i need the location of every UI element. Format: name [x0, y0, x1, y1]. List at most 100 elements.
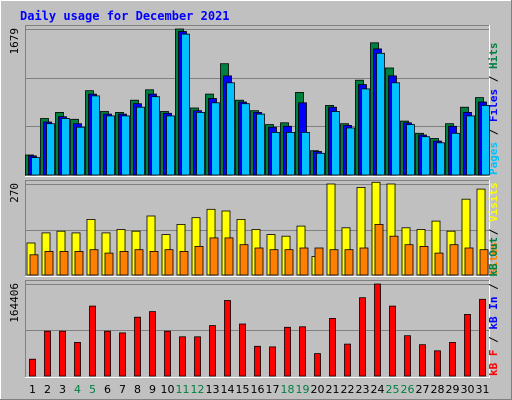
bar-pages — [241, 103, 250, 176]
bar-sites — [374, 223, 384, 276]
bar-sites — [404, 244, 414, 276]
side-legend: Pages / Files / Hits — [487, 43, 500, 176]
bar-kb-f — [434, 350, 441, 377]
bar-kb-f — [59, 330, 66, 377]
bar-sites — [314, 247, 324, 276]
x-tick-label: 5 — [89, 383, 96, 396]
x-tick-label: 27 — [416, 383, 430, 396]
panel-kbytes: 164406 kB F / kB In / kB Out — [8, 237, 500, 378]
bar-kb-f — [149, 311, 156, 377]
x-tick-label: 6 — [104, 383, 111, 396]
bar-kb-f — [104, 330, 111, 377]
bar-kb-f — [44, 330, 51, 377]
bar-sites — [149, 250, 159, 276]
bar-pages — [211, 102, 220, 176]
x-tick-label: 18 — [281, 383, 295, 396]
bar-sites — [74, 250, 84, 276]
bar-sites — [254, 247, 264, 276]
bar-pages — [466, 115, 475, 176]
bar-kb-f — [224, 300, 231, 377]
bar-kb-f — [89, 305, 96, 377]
bar-pages — [286, 131, 295, 176]
bar-pages — [346, 127, 355, 176]
bar-kb-f — [179, 336, 186, 377]
x-tick-label: 29 — [446, 383, 460, 396]
bar-sites — [449, 244, 459, 276]
bar-sites — [269, 249, 279, 276]
bar-pages — [46, 123, 55, 176]
legend-part: / — [487, 277, 500, 297]
x-tick-label: 26 — [401, 383, 415, 396]
panel-hits-files-pages: 1679 Pages / Files / Hits — [8, 25, 500, 177]
bar-sites — [239, 244, 249, 276]
legend-part: kB F — [487, 350, 500, 377]
bar-sites — [419, 245, 429, 276]
x-tick-label: 14 — [221, 383, 235, 396]
side-legend: Sites / Visits — [487, 182, 500, 275]
bar-sites — [209, 237, 219, 276]
bar-sites — [224, 237, 234, 276]
panel-visits-sites: 270 Sites / Visits — [8, 180, 500, 277]
bar-kb-f — [389, 305, 396, 377]
bar-pages — [361, 88, 370, 176]
legend-part: Visits — [487, 182, 500, 222]
legend-part: kB Out — [487, 237, 500, 277]
bar-kb-f — [464, 313, 471, 377]
legend-part: Files — [487, 89, 500, 122]
bar-sites — [464, 247, 474, 276]
bar-pages — [481, 105, 490, 176]
x-tick-label: 21 — [326, 383, 340, 396]
bar-sites — [479, 249, 489, 276]
bar-pages — [436, 142, 445, 176]
bar-kb-f — [164, 330, 171, 377]
bar-pages — [226, 82, 235, 176]
bar-sites — [284, 249, 294, 276]
legend-part: Pages — [487, 142, 500, 175]
x-tick-label: 19 — [296, 383, 310, 396]
bar-kb-f — [449, 341, 456, 377]
x-tick-label: 8 — [134, 383, 141, 396]
bar-sites — [44, 250, 54, 276]
bar-kb-f — [209, 325, 216, 377]
bar-kb-f — [194, 336, 201, 377]
bar-pages — [421, 136, 430, 176]
x-tick-label: 23 — [356, 383, 370, 396]
x-tick-label: 12 — [191, 383, 205, 396]
x-tick-label: 7 — [119, 383, 126, 396]
bar-pages — [271, 131, 280, 176]
bar-sites — [89, 249, 99, 276]
bar-sites — [104, 252, 114, 276]
bar-kb-f — [374, 283, 381, 377]
bar-kb-f — [74, 341, 81, 377]
bar-pages — [316, 152, 325, 176]
x-tick-label: 17 — [266, 383, 280, 396]
chart-title: Daily usage for December 2021 — [20, 9, 230, 23]
x-tick-label: 15 — [236, 383, 250, 396]
bar-pages — [106, 115, 115, 176]
bar-sites — [329, 249, 339, 276]
x-tick-label: 2 — [44, 383, 51, 396]
legend-part: / — [487, 122, 500, 142]
bar-kb-f — [254, 345, 261, 377]
bar-kb-f — [359, 297, 366, 377]
bar-kb-f — [299, 326, 306, 377]
bar-pages — [61, 118, 70, 176]
bar-pages — [301, 131, 310, 176]
legend-part: / — [487, 69, 500, 89]
bar-pages — [136, 106, 145, 176]
bar-kb-f — [314, 353, 321, 377]
bar-kb-f — [284, 326, 291, 377]
x-tick-label: 1 — [29, 383, 36, 396]
y-max-label: 164406 — [8, 283, 21, 323]
bar-sites — [359, 247, 369, 276]
x-tick-label: 10 — [161, 383, 175, 396]
x-tick-label: 28 — [431, 383, 445, 396]
bar-sites — [164, 249, 174, 276]
bar-pages — [451, 132, 460, 176]
bar-sites — [134, 249, 144, 276]
x-tick-label: 3 — [59, 383, 66, 396]
bar-kb-f — [119, 332, 126, 377]
y-max-label: 270 — [8, 183, 21, 203]
bar-sites — [299, 247, 309, 276]
